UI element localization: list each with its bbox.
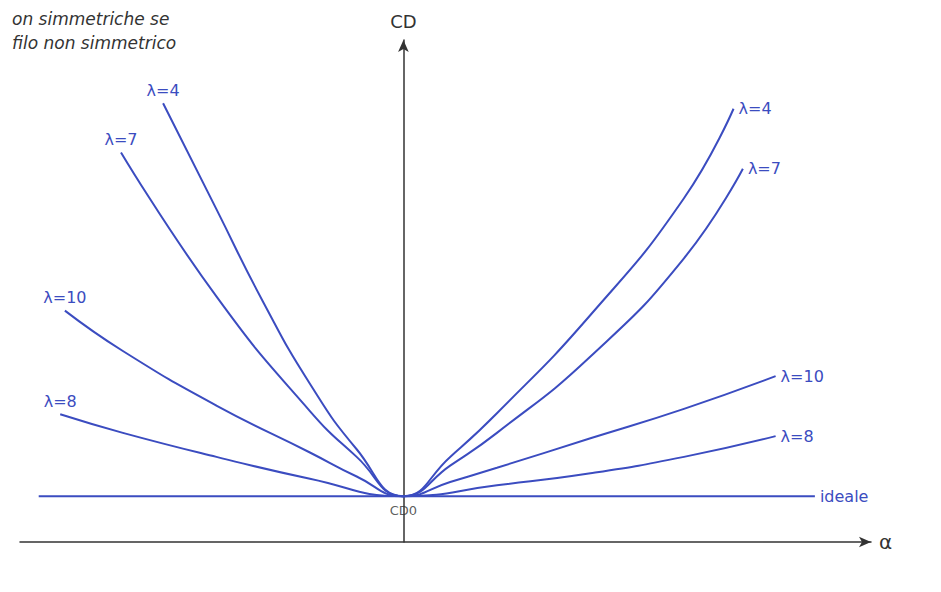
svg-text:λ=7: λ=7 — [748, 159, 781, 178]
svg-text:λ=8: λ=8 — [44, 392, 77, 411]
svg-text:ideale: ideale — [820, 487, 869, 506]
svg-text:λ=8: λ=8 — [781, 427, 814, 446]
svg-text:CD: CD — [390, 11, 416, 32]
svg-text:on simmetriche se: on simmetriche se — [12, 9, 169, 29]
svg-text:CD0: CD0 — [390, 503, 417, 518]
svg-text:α: α — [879, 530, 892, 554]
svg-text:λ=10: λ=10 — [43, 288, 86, 307]
svg-text:λ=4: λ=4 — [147, 81, 180, 100]
svg-text:λ=7: λ=7 — [104, 130, 137, 149]
svg-text:filo non simmetrico: filo non simmetrico — [12, 33, 176, 53]
svg-text:λ=10: λ=10 — [781, 367, 824, 386]
svg-text:λ=4: λ=4 — [739, 99, 772, 118]
